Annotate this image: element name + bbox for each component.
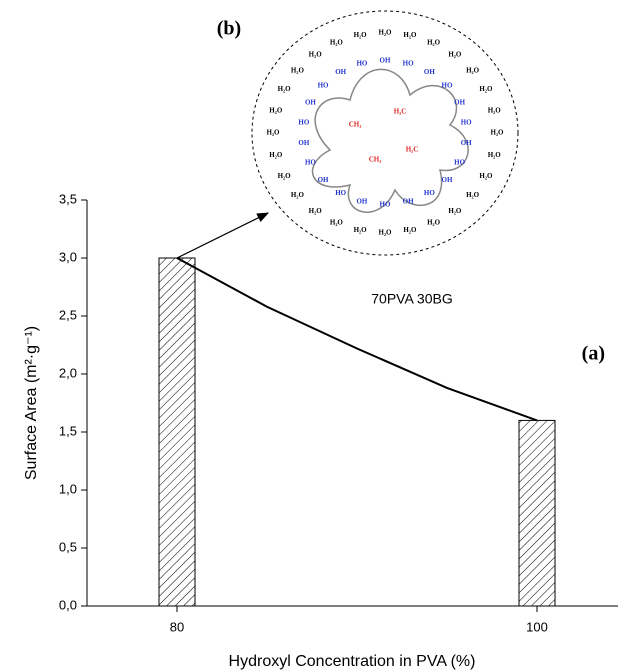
inset-label: HO xyxy=(305,159,316,167)
inset-label: H₂O xyxy=(379,29,393,37)
inset-label: H₂O xyxy=(330,219,344,227)
y-tick-label: 0,0 xyxy=(59,597,77,612)
inset-label: OH xyxy=(318,176,329,184)
inset-label: H₂O xyxy=(427,39,441,47)
y-tick-label: 3,5 xyxy=(59,191,77,206)
inset-label: HO xyxy=(424,189,435,197)
inset-label: HO xyxy=(335,189,346,197)
inset-label: H₂O xyxy=(427,219,441,227)
x-tick-label: 80 xyxy=(170,619,184,634)
inset-label: H₂O xyxy=(291,66,305,74)
inset-label: OH xyxy=(356,198,367,206)
inset-label: H₃C xyxy=(406,146,419,154)
y-tick-label: 2,0 xyxy=(59,365,77,380)
y-tick-label: 3,0 xyxy=(59,249,77,264)
inset-label: H₂O xyxy=(278,172,292,180)
y-tick-label: 0,5 xyxy=(59,539,77,554)
inset-label: H₂O xyxy=(269,151,283,159)
inset-label: H₂O xyxy=(479,85,493,93)
inset-label: H₂O xyxy=(354,226,368,234)
arrow xyxy=(176,212,270,259)
inset-label: HO xyxy=(298,118,309,126)
inset-label: H₂O xyxy=(488,151,502,159)
inset-label: H₂O xyxy=(448,50,462,58)
inset-label: H₂O xyxy=(278,85,292,93)
inset-label: HO xyxy=(454,159,465,167)
inset-label: OH xyxy=(424,68,435,76)
inset-label: OH xyxy=(442,176,453,184)
molecule-sketch xyxy=(311,68,469,213)
y-tick-label: 2,5 xyxy=(59,307,77,322)
bar xyxy=(518,419,556,607)
annotation: (b) xyxy=(217,18,241,40)
inset-label: H₂O xyxy=(267,129,281,137)
y-tick-label: 1,5 xyxy=(59,423,77,438)
inset-label: H₂O xyxy=(379,229,393,237)
inset-label: OH xyxy=(403,198,414,206)
inset-label: H₂O xyxy=(466,66,480,74)
inset-border xyxy=(251,10,519,256)
inset-label: CH₃ xyxy=(369,156,382,164)
inset-label: HO xyxy=(461,118,472,126)
inset-label: H₂O xyxy=(269,106,283,114)
inset-label: H₂O xyxy=(448,207,462,215)
fit-curve xyxy=(176,257,538,422)
inset-label: H₂O xyxy=(354,31,368,39)
y-axis-label: Surface Area (m²·g⁻¹) xyxy=(23,326,40,480)
inset-label: OH xyxy=(335,68,346,76)
inset-label: HO xyxy=(380,201,391,209)
inset-label: H₃C xyxy=(394,108,407,116)
inset-label: H₂O xyxy=(309,50,323,58)
inset-label: OH xyxy=(380,57,391,65)
inset-label: HO xyxy=(356,60,367,68)
inset-label: HO xyxy=(318,81,329,89)
inset-label: H₂O xyxy=(309,207,323,215)
inset-label: HO xyxy=(403,60,414,68)
x-tick-label: 100 xyxy=(526,619,548,634)
annotation: (a) xyxy=(582,343,605,365)
inset-label: OH xyxy=(461,139,472,147)
inset-label: H₂O xyxy=(466,191,480,199)
inset-caption: 70PVA 30BG xyxy=(371,291,452,307)
inset-label: H₂O xyxy=(291,191,305,199)
inset-label: H₂O xyxy=(491,129,505,137)
inset-label: OH xyxy=(454,99,465,107)
y-tick-label: 1,0 xyxy=(59,481,77,496)
bar xyxy=(158,257,196,607)
inset-label: H₂O xyxy=(403,31,417,39)
inset-label: CH₃ xyxy=(349,121,362,129)
inset-label: OH xyxy=(305,99,316,107)
inset-label: H₂O xyxy=(330,39,344,47)
inset-label: H₂O xyxy=(403,226,417,234)
x-axis-label: Hydroxyl Concentration in PVA (%) xyxy=(229,653,476,670)
inset-label: H₂O xyxy=(488,106,502,114)
inset-label: OH xyxy=(298,139,309,147)
inset-label: HO xyxy=(442,81,453,89)
inset-label: H₂O xyxy=(479,172,493,180)
